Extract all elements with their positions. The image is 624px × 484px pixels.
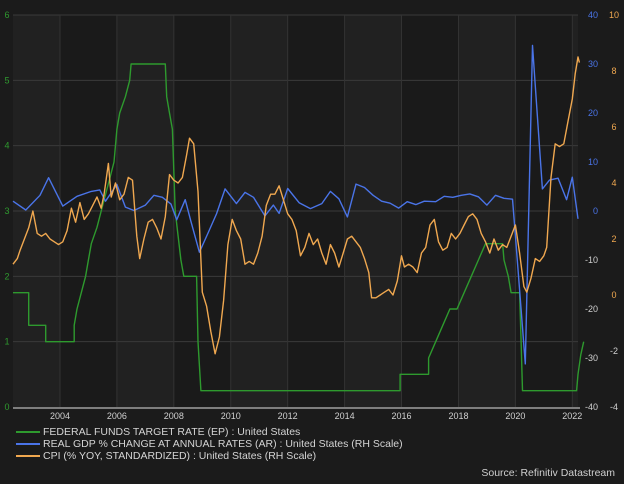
gdp-axis-tick: -30 xyxy=(585,353,598,363)
gdp-axis-tick: 20 xyxy=(588,108,598,118)
legend-label: FEDERAL FUNDS TARGET RATE (EP) : United … xyxy=(43,426,301,438)
gdp-axis-tick: 30 xyxy=(588,59,598,69)
x-tick-label: 2010 xyxy=(221,411,241,421)
chart-canvas: 2004 2006 2008 2010 2012 2014 2016 2018 2020 2022… xyxy=(4,10,619,421)
cpi-axis-tick: 8 xyxy=(611,66,616,76)
x-tick-label: 2014 xyxy=(335,411,355,421)
x-tick-label: 2016 xyxy=(392,411,412,421)
left-axis-tick: 5 xyxy=(4,75,9,85)
x-tick-label: 2022 xyxy=(562,411,582,421)
legend: FEDERAL FUNDS TARGET RATE (EP) : United … xyxy=(16,426,403,462)
legend-label: CPI (% YOY, STANDARDIZED) : United State… xyxy=(43,450,317,462)
legend-label: REAL GDP % CHANGE AT ANNUAL RATES (AR) :… xyxy=(43,438,403,450)
legend-item-fed-funds: FEDERAL FUNDS TARGET RATE (EP) : United … xyxy=(16,426,403,438)
gdp-axis-tick: -10 xyxy=(585,255,598,265)
cpi-axis-tick: 2 xyxy=(611,234,616,244)
left-axis-tick: 0 xyxy=(4,402,9,412)
left-axis-tick: 3 xyxy=(4,206,9,216)
cpi-axis-tick: 0 xyxy=(611,290,616,300)
left-axis-tick: 6 xyxy=(4,10,9,20)
gdp-axis-tick: 10 xyxy=(588,157,598,167)
x-tick-label: 2012 xyxy=(278,411,298,421)
left-axis-tick: 4 xyxy=(4,141,9,151)
x-tick-label: 2020 xyxy=(505,411,525,421)
x-tick-label: 2006 xyxy=(107,411,127,421)
cpi-axis-tick: -4 xyxy=(610,402,618,412)
legend-item-cpi: CPI (% YOY, STANDARDIZED) : United State… xyxy=(16,450,403,462)
source-note: Source: Refinitiv Datastream xyxy=(481,467,615,479)
series-line-fed-funds xyxy=(13,63,585,392)
gdp-axis-tick: 40 xyxy=(588,10,598,20)
gdp-axis-tick: 0 xyxy=(593,206,598,216)
legend-swatch-blue xyxy=(16,443,40,445)
series-lines xyxy=(12,44,585,392)
gdp-axis-tick: -40 xyxy=(585,402,598,412)
cpi-axis-tick: -2 xyxy=(610,346,618,356)
cpi-axis-tick: 4 xyxy=(611,178,616,188)
legend-swatch-orange xyxy=(16,455,40,457)
cpi-axis-tick: 10 xyxy=(609,10,619,20)
x-tick-label: 2008 xyxy=(164,411,184,421)
x-tick-label: 2018 xyxy=(448,411,468,421)
gdp-axis-tick: -20 xyxy=(585,304,598,314)
cpi-axis-tick: 6 xyxy=(611,122,616,132)
legend-item-real-gdp: REAL GDP % CHANGE AT ANNUAL RATES (AR) :… xyxy=(16,438,403,450)
axes: 2004 2006 2008 2010 2012 2014 2016 2018 2020 2022… xyxy=(4,10,619,421)
x-tick-label: 2004 xyxy=(50,411,70,421)
legend-swatch-green xyxy=(16,431,40,433)
left-axis-tick: 1 xyxy=(4,337,9,347)
left-axis-tick: 2 xyxy=(4,271,9,281)
series-line-cpi xyxy=(12,56,581,355)
series-line-real-gdp xyxy=(12,44,579,365)
